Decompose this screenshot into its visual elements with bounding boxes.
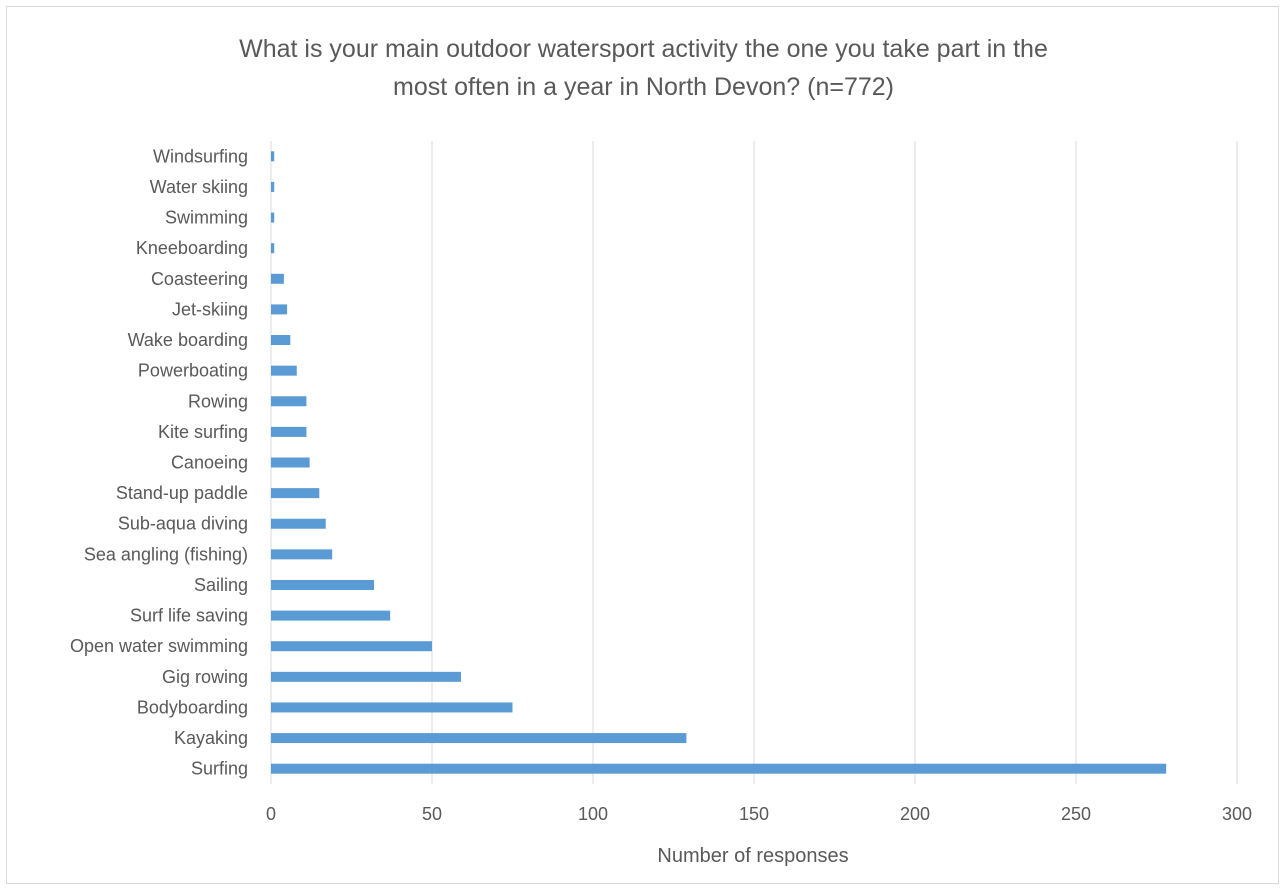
bar (271, 488, 320, 499)
x-tick-label: 50 (422, 804, 442, 824)
bar (271, 151, 275, 162)
bar (271, 671, 461, 682)
gridlines (270, 141, 1238, 784)
bar (271, 304, 288, 315)
bar (271, 763, 1167, 774)
category-label: Sub-aqua diving (118, 514, 248, 534)
bar (271, 335, 291, 346)
x-tick-label: 300 (1222, 804, 1252, 824)
x-tick-label: 150 (739, 804, 769, 824)
category-label: Kneeboarding (136, 238, 248, 258)
category-label: Open water swimming (70, 636, 248, 656)
category-label: Powerboating (138, 361, 248, 381)
category-label: Windsurfing (153, 146, 248, 166)
x-tick-labels: 0 50 100 150 200 250 300 (266, 804, 1252, 824)
bars (271, 151, 1167, 774)
bar (271, 702, 513, 713)
category-label: Surf life saving (130, 606, 248, 626)
bar (271, 457, 310, 468)
bar (271, 610, 391, 621)
category-label: Stand-up paddle (116, 483, 248, 503)
category-labels: Surfing Kayaking Bodyboarding Gig rowing Ope… (70, 146, 248, 778)
bar (271, 579, 375, 590)
category-label: Sailing (194, 575, 248, 595)
x-tick-label: 200 (900, 804, 930, 824)
bar (271, 243, 275, 254)
chart-title: What is your main outdoor watersport act… (239, 35, 1048, 101)
category-label: Surfing (191, 759, 248, 779)
category-label: Bodyboarding (137, 697, 248, 717)
bar (271, 365, 297, 376)
bar (271, 518, 326, 529)
bar (271, 212, 275, 223)
x-tick-label: 100 (578, 804, 608, 824)
category-label: Kayaking (174, 728, 248, 748)
bar (271, 641, 432, 652)
bar (271, 396, 307, 407)
category-label: Canoeing (171, 453, 248, 473)
category-label: Sea angling (fishing) (84, 544, 248, 564)
x-tick-label: 0 (266, 804, 276, 824)
category-label: Wake boarding (128, 330, 248, 350)
category-label: Gig rowing (162, 667, 248, 687)
x-axis-title: Number of responses (657, 845, 848, 867)
bar (271, 181, 275, 192)
bar (271, 549, 333, 560)
category-label: Rowing (188, 391, 248, 411)
category-label: Coasteering (151, 269, 248, 289)
category-label: Water skiing (150, 177, 248, 197)
x-tick-label: 250 (1061, 804, 1091, 824)
bar (271, 733, 687, 744)
category-label: Kite surfing (158, 422, 248, 442)
bar (271, 273, 284, 284)
category-label: Jet-skiing (172, 299, 248, 319)
bar (271, 426, 307, 437)
category-label: Swimming (165, 208, 248, 228)
